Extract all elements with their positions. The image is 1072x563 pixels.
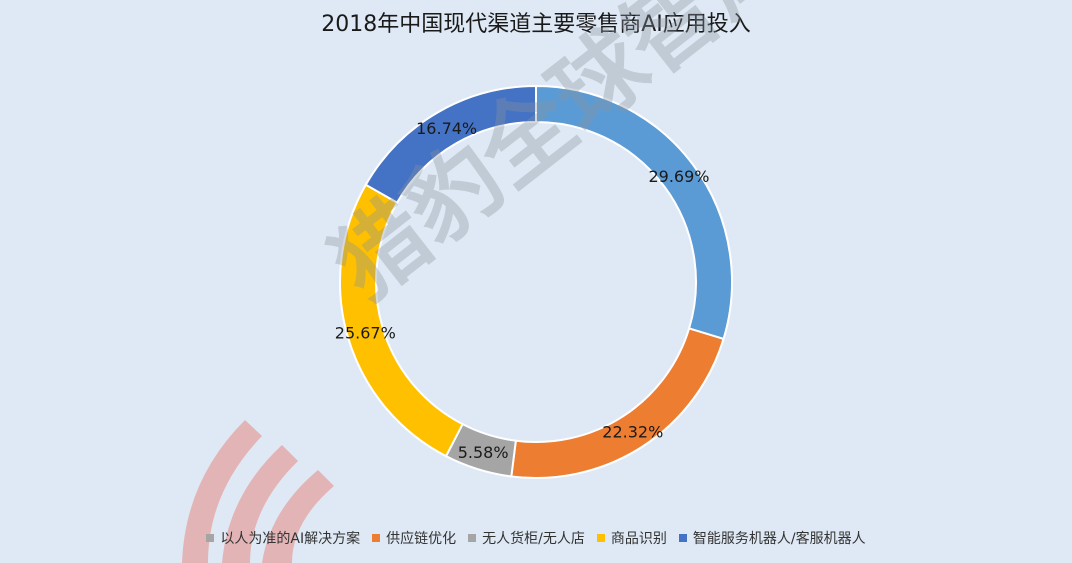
legend-swatch [596,534,605,542]
donut-slice [364,84,537,205]
slice-data-label: 25.67% [335,323,396,342]
logo-stripes [182,420,334,563]
donut-slice [535,84,733,341]
legend-label: 商品识别 [610,531,667,547]
legend: 以人为准的AI解决方案 供应链优化 无人货柜/无人店 商品识别 智能服务机器人/客服机器… [0,528,1072,548]
slice-data-label: 22.32% [602,422,663,441]
logo-stripe [222,445,298,563]
legend-item: 智能服务机器人/客服机器人 [678,528,866,548]
legend-swatch [468,534,477,542]
logo-stripe [262,470,334,563]
legend-item: 以人为准的AI解决方案 [206,528,360,548]
legend-item: 供应链优化 [372,528,456,548]
legend-swatch [206,534,215,542]
legend-item: 无人货柜/无人店 [468,528,585,548]
legend-item: 商品识别 [596,528,667,548]
donut-slice [339,183,464,458]
legend-label: 以人为准的AI解决方案 [220,531,361,547]
legend-label: 智能服务机器人/客服机器人 [692,531,866,547]
legend-label: 无人货柜/无人店 [482,531,585,547]
chart-title: 2018年中国现代渠道主要零售商AI应用投入 [321,12,751,37]
slice-data-label: 5.58% [458,443,509,462]
slice-data-label: 16.74% [416,119,477,138]
legend-swatch [372,534,381,542]
slice-data-label: 29.69% [648,167,709,186]
logo-stripe [182,420,262,563]
legend-label: 供应链优化 [386,531,457,547]
donut-slice [510,327,725,479]
legend-swatch [678,534,687,542]
